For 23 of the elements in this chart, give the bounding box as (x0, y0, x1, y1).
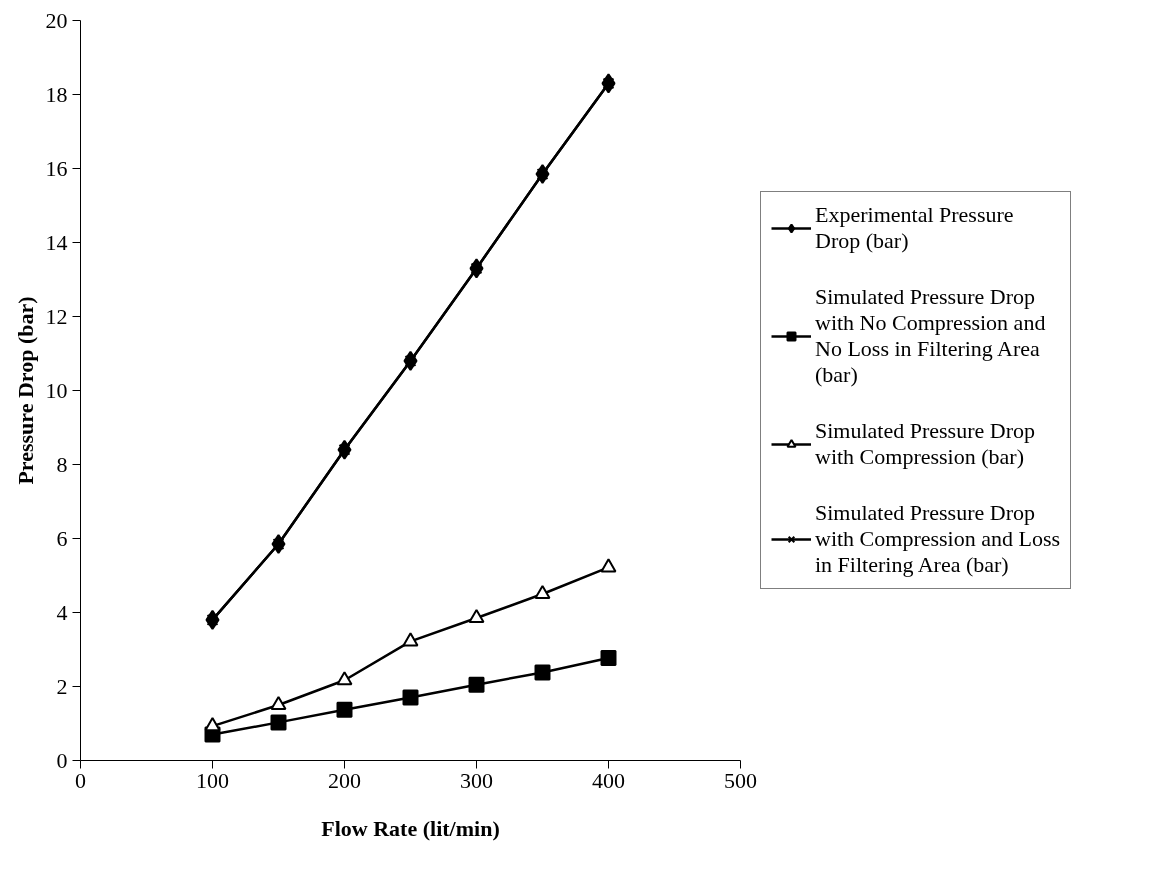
y-tick-label: 14 (45, 229, 68, 255)
legend-label: Simulated Pressure Drop with Compression and Loss in Filtering Area (bar) (815, 500, 1061, 578)
y-tick-label: 2 (56, 673, 68, 699)
y-tick-label: 20 (45, 7, 68, 33)
y-tick-label: 18 (45, 81, 68, 107)
legend-label: Experimental Pressure Drop (bar) (815, 202, 1014, 254)
x-tick-label: 0 (75, 767, 86, 793)
y-axis-title: Pressure Drop (bar) (12, 296, 38, 485)
legend-label: Simulated Pressure Drop with No Compression and No Loss in Filtering Area (bar) (815, 284, 1046, 388)
y-tick-label: 4 (56, 599, 68, 625)
y-tick-label: 6 (56, 525, 68, 551)
y-tick-label: 10 (45, 377, 68, 403)
y-tick-label: 16 (45, 155, 68, 181)
legend-label: Simulated Pressure Drop with Compression (bar) (815, 418, 1035, 470)
y-tick-label: 12 (45, 303, 68, 329)
x-tick-label: 400 (592, 767, 625, 793)
y-tick-label: 8 (56, 451, 68, 477)
x-tick-label: 100 (196, 767, 229, 793)
x-axis-title: Flow Rate (lit/min) (321, 815, 500, 841)
x-tick-label: 200 (328, 767, 361, 793)
y-tick-label: 0 (56, 747, 68, 773)
x-tick-label: 300 (460, 767, 493, 793)
x-tick-label: 500 (724, 767, 757, 793)
